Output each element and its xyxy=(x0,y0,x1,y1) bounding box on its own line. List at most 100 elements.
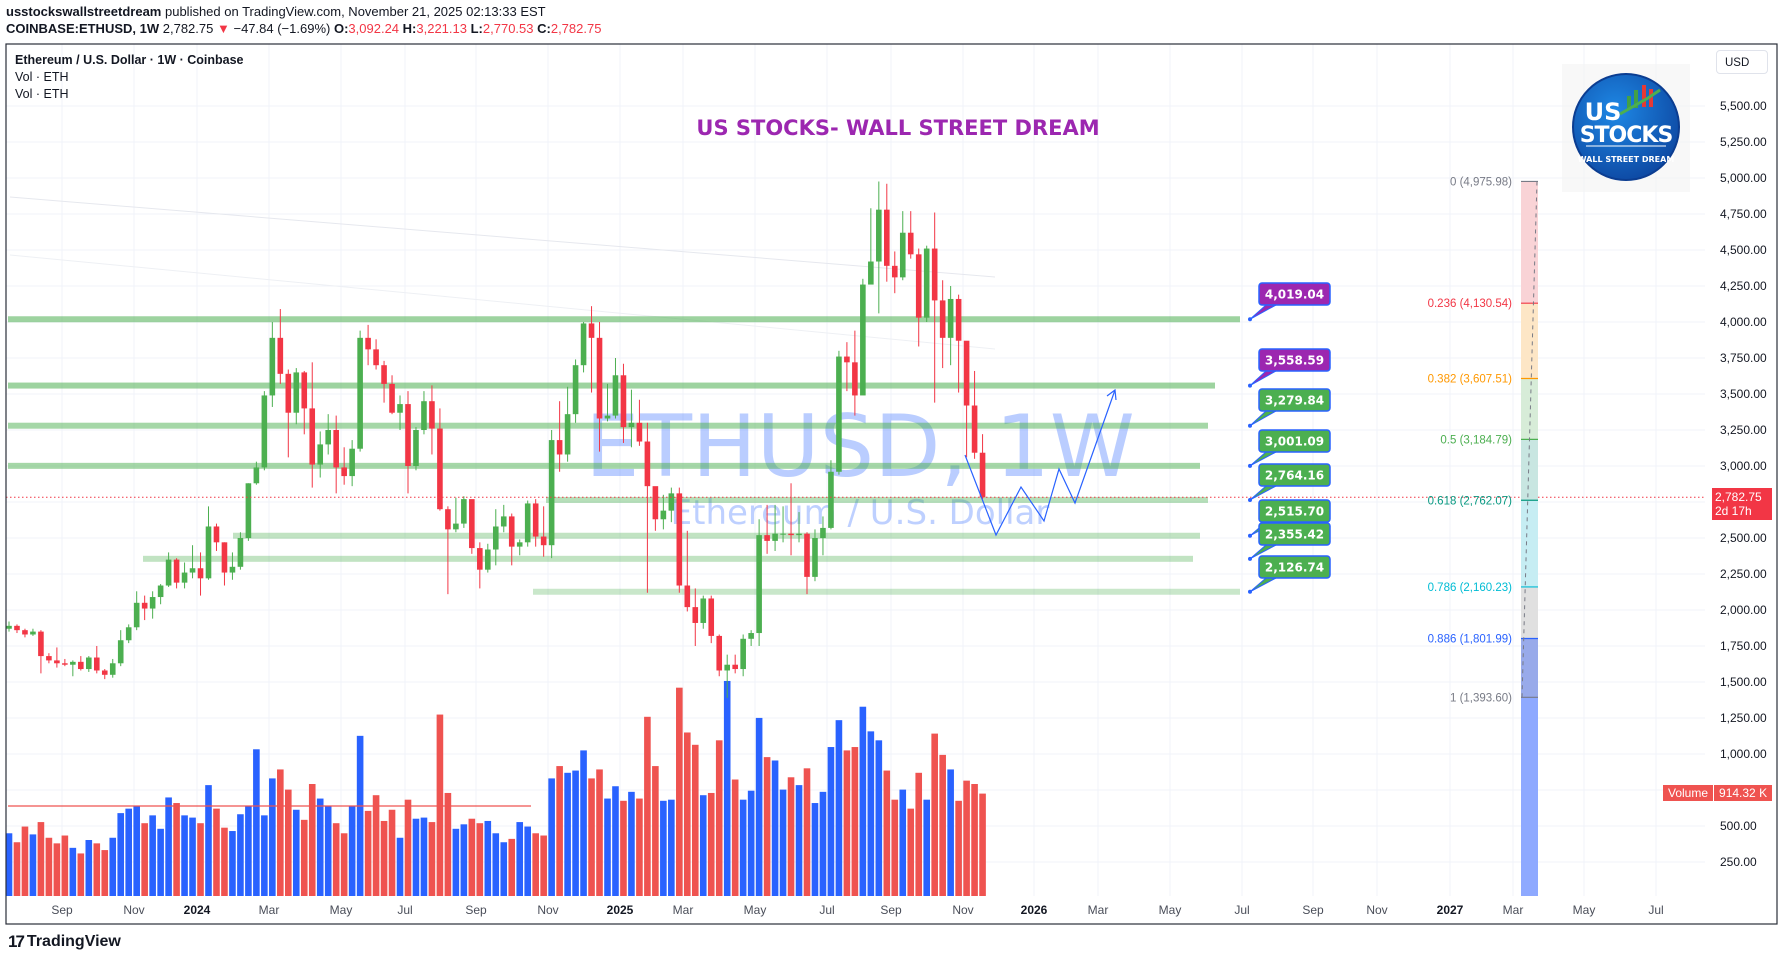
callout-price: 3,279.84 xyxy=(1265,394,1324,408)
candle xyxy=(277,309,284,384)
low-label: L: xyxy=(470,21,483,36)
volume-bar xyxy=(620,800,627,896)
candle xyxy=(580,322,587,373)
volume-bar xyxy=(915,772,923,896)
trendline[interactable] xyxy=(9,196,996,278)
fib-level-label: 0.236 (4,130.54) xyxy=(1428,298,1513,310)
legend-symbol[interactable]: Ethereum / U.S. Dollar · 1W · Coinbase xyxy=(15,53,244,67)
time-tick-label: Nov xyxy=(123,903,144,917)
candle xyxy=(556,401,563,472)
volume-bar xyxy=(947,769,954,896)
callout-box xyxy=(1258,463,1331,487)
volume-bar xyxy=(691,744,699,896)
volume-bar xyxy=(101,850,109,896)
volume-bar xyxy=(771,760,779,896)
candle xyxy=(564,386,571,462)
candle xyxy=(437,408,443,511)
volume-bar xyxy=(37,822,45,896)
volume-bar xyxy=(500,842,508,896)
candle xyxy=(860,278,866,396)
candle-body xyxy=(748,633,754,639)
volume-bar xyxy=(245,806,252,896)
volume-bar xyxy=(811,803,819,896)
candle xyxy=(173,558,180,589)
candle xyxy=(485,543,491,573)
candle xyxy=(78,656,84,671)
candle-body xyxy=(109,663,116,675)
candle xyxy=(373,339,379,370)
candle-body xyxy=(516,542,523,547)
time-tick-label: Jul xyxy=(1234,903,1249,917)
close-value: 2,782.75 xyxy=(550,21,602,36)
candle-body xyxy=(852,362,858,396)
volume-bar xyxy=(676,687,683,896)
candle xyxy=(86,656,92,672)
candle-body xyxy=(844,356,850,363)
volume-bar xyxy=(173,803,180,896)
volume-bar xyxy=(396,837,404,896)
price-tick-label: 2,000.00 xyxy=(1720,603,1767,617)
callout-box xyxy=(1258,499,1331,523)
fibonacci-retracement[interactable]: 0 (4,975.98) 0.236 (4,130.54) 0.382 (3,607… xyxy=(1428,176,1538,896)
candle-body xyxy=(724,664,730,671)
candle xyxy=(6,621,12,632)
candle-body xyxy=(947,298,954,338)
projection-path[interactable] xyxy=(964,389,1116,537)
candle-body xyxy=(421,401,427,430)
time-tick-label: Jul xyxy=(1648,903,1663,917)
candle-body xyxy=(540,536,547,546)
candle xyxy=(676,487,683,593)
tradingview-logo[interactable]: 17 TradingView xyxy=(8,932,121,952)
volume-bar xyxy=(644,716,651,896)
callout-pointer xyxy=(1249,485,1277,501)
legend-volume[interactable]: Vol · ETH xyxy=(15,87,69,101)
candle xyxy=(54,647,60,668)
volume-bar xyxy=(436,714,444,896)
price-tick-label: 2,250.00 xyxy=(1720,567,1767,581)
candle xyxy=(684,530,691,612)
chart-border xyxy=(5,43,1778,925)
candle xyxy=(668,487,675,523)
candle xyxy=(620,363,627,443)
trendline[interactable] xyxy=(9,254,996,350)
candles xyxy=(6,181,986,698)
fib-band xyxy=(1521,638,1538,698)
volume-bar xyxy=(883,770,891,896)
volume-bar xyxy=(412,818,420,896)
candle xyxy=(117,630,124,667)
volume-bar xyxy=(356,735,364,896)
candle xyxy=(93,646,100,674)
support-line xyxy=(8,382,1215,389)
callout-price: 2,515.70 xyxy=(1265,505,1324,519)
author-name[interactable]: usstockswallstreetdream xyxy=(6,4,162,19)
candle xyxy=(293,368,300,425)
fib-band xyxy=(1521,303,1538,379)
support-line xyxy=(143,555,1193,562)
current-price-value: 2,782.75 xyxy=(1715,490,1762,505)
time-tick-label: 2024 xyxy=(184,903,211,917)
candle xyxy=(796,512,802,543)
candle-body xyxy=(173,559,180,583)
candle xyxy=(62,658,68,667)
volume-bar xyxy=(516,822,524,896)
candle xyxy=(461,496,467,528)
candle xyxy=(125,624,132,644)
volume-bar xyxy=(117,813,125,896)
volume-bar xyxy=(197,823,204,896)
time-axis[interactable]: Sep Nov 2024 Mar May Jul Sep Nov 2025 Mar May Jul Se… xyxy=(51,903,1663,917)
fib-level-label: 0.5 (3,184.79) xyxy=(1440,434,1512,446)
volume-bar xyxy=(548,778,555,896)
legend-volume[interactable]: Vol · ETH xyxy=(15,70,69,84)
price-axis[interactable]: 5,500.00 5,250.00 5,000.00 4,750.00 4,500.00… xyxy=(1720,99,1767,869)
time-tick-label: 2026 xyxy=(1021,903,1048,917)
callout-pointer xyxy=(1249,577,1277,593)
volume-bar xyxy=(213,808,220,896)
candle-body xyxy=(54,660,60,664)
volume-bar xyxy=(420,817,428,896)
fib-trend-line xyxy=(1521,181,1538,698)
candle-body xyxy=(524,503,531,543)
currency-button[interactable]: USD xyxy=(1716,50,1768,74)
candle xyxy=(38,630,44,674)
time-tick-label: May xyxy=(330,903,353,917)
